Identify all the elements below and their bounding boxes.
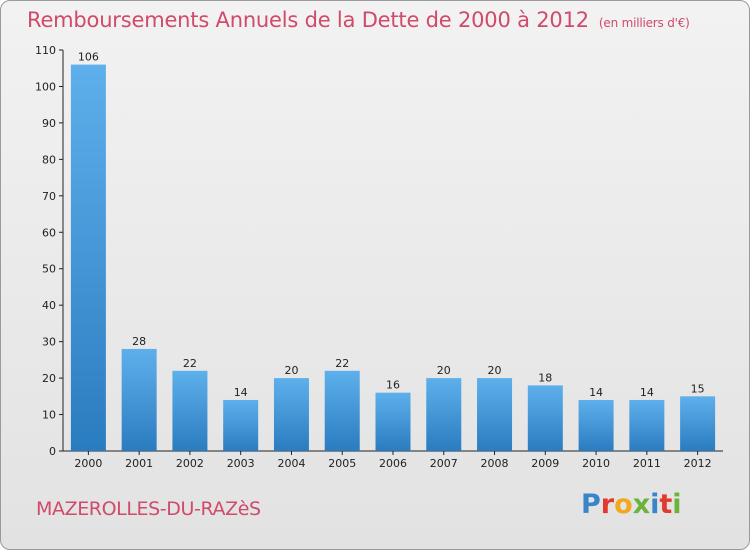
data-label: 15 <box>691 382 705 395</box>
y-tick-label: 30 <box>42 336 56 349</box>
x-tick-label: 2009 <box>531 457 559 470</box>
data-label: 22 <box>183 357 197 370</box>
bar <box>121 348 157 451</box>
bar <box>629 399 665 451</box>
x-tick-label: 2003 <box>227 457 255 470</box>
bar <box>426 378 462 451</box>
data-label: 16 <box>386 379 400 392</box>
data-label: 20 <box>437 364 451 377</box>
x-tick-label: 2005 <box>328 457 356 470</box>
logo-letter: i <box>650 489 660 520</box>
logo-letter: r <box>600 489 615 520</box>
bar <box>324 370 360 451</box>
bar <box>223 399 259 451</box>
bar <box>273 378 309 451</box>
bar <box>578 399 614 451</box>
chart-title: Remboursements Annuels de la Dette de 20… <box>27 8 690 32</box>
x-tick-label: 2008 <box>481 457 509 470</box>
x-tick-label: 2002 <box>176 457 204 470</box>
y-tick-label: 100 <box>35 80 56 93</box>
x-tick-label: 2004 <box>277 457 305 470</box>
x-tick-label: 2007 <box>430 457 458 470</box>
data-label: 106 <box>78 51 99 64</box>
y-tick-label: 60 <box>42 226 56 239</box>
logo-letter: i <box>672 489 682 520</box>
y-tick-label: 50 <box>42 263 56 276</box>
x-tick-label: 2010 <box>582 457 610 470</box>
proxiti-logo: Proxiti <box>581 489 682 520</box>
bar <box>527 385 563 451</box>
y-tick-label: 80 <box>42 153 56 166</box>
data-label: 28 <box>132 335 146 348</box>
logo-letter: t <box>659 489 673 520</box>
title-text: Remboursements Annuels de la Dette de 20… <box>27 8 589 32</box>
x-tick-label: 2006 <box>379 457 407 470</box>
x-tick-label: 2001 <box>125 457 153 470</box>
bar <box>477 378 513 451</box>
logo-letter: x <box>632 489 651 520</box>
y-tick-label: 10 <box>42 409 56 422</box>
y-tick-label: 0 <box>49 445 56 458</box>
x-tick-label: 2000 <box>74 457 102 470</box>
chart-subtitle: (en milliers d'€) <box>598 16 690 30</box>
y-tick-label: 40 <box>42 299 56 312</box>
y-tick-label: 110 <box>35 44 56 57</box>
y-tick-label: 90 <box>42 117 56 130</box>
x-tick-label: 2012 <box>684 457 712 470</box>
data-label: 14 <box>234 386 248 399</box>
bar <box>172 370 208 451</box>
data-label: 14 <box>589 386 603 399</box>
logo-letter: o <box>614 489 633 520</box>
bar <box>375 392 411 451</box>
data-label: 22 <box>335 357 349 370</box>
logo-letter: P <box>581 489 601 520</box>
bar <box>70 64 106 451</box>
data-label: 20 <box>284 364 298 377</box>
y-tick-label: 20 <box>42 372 56 385</box>
x-tick-label: 2011 <box>633 457 661 470</box>
commune-name: MAZEROLLES-DU-RAZèS <box>36 498 261 520</box>
bar <box>680 396 716 451</box>
data-label: 18 <box>538 371 552 384</box>
data-label: 20 <box>488 364 502 377</box>
y-tick-label: 70 <box>42 190 56 203</box>
data-label: 14 <box>640 386 654 399</box>
